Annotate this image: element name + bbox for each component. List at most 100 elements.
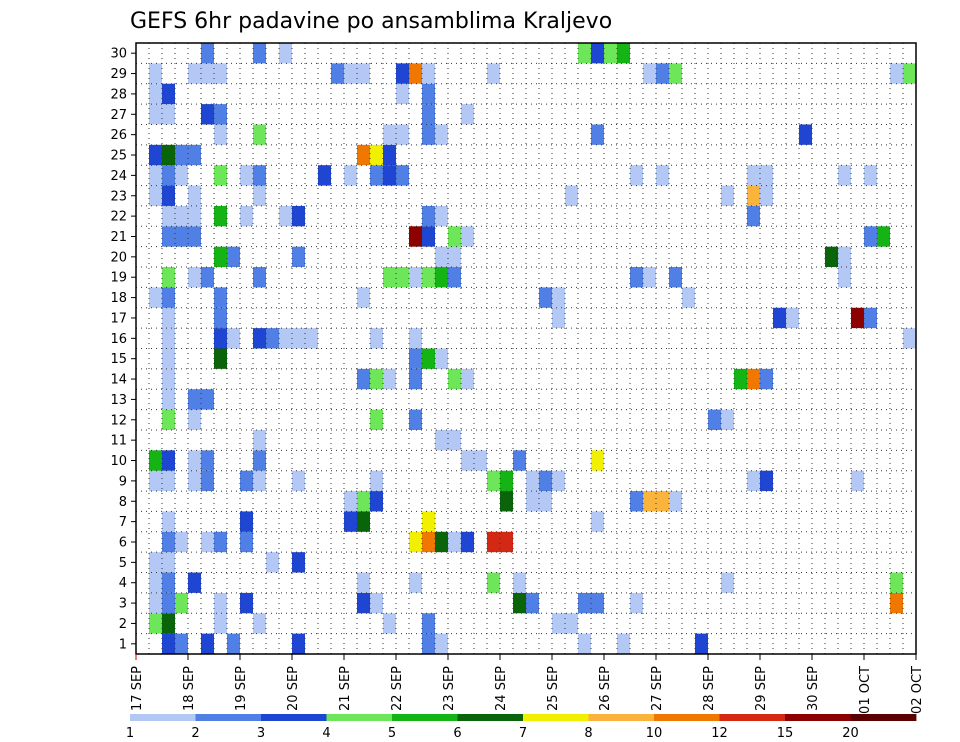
heatmap-cell	[461, 450, 474, 471]
heatmap-cell	[552, 613, 565, 634]
heatmap-cell	[617, 633, 630, 654]
heatmap-cell	[656, 165, 669, 186]
heatmap-cell	[435, 633, 448, 654]
heatmap-cell	[240, 165, 253, 186]
heatmap-cell	[565, 185, 578, 206]
x-tick-label: 18 SEP	[182, 666, 197, 711]
y-tick-label: 28	[110, 87, 127, 102]
heatmap-cell	[851, 470, 864, 492]
heatmap-cell	[539, 287, 552, 308]
heatmap-cell	[838, 267, 851, 288]
heatmap-cell	[162, 511, 175, 532]
heatmap-cell	[552, 470, 565, 492]
heatmap-cell	[253, 429, 266, 451]
y-tick-label: 29	[110, 67, 127, 82]
heatmap-cell	[214, 205, 227, 227]
heatmap-cell	[448, 226, 461, 247]
heatmap-cell	[162, 613, 175, 634]
heatmap-cell	[513, 572, 526, 593]
heatmap-cell	[591, 43, 604, 64]
heatmap-cell	[409, 63, 422, 84]
grid-lines	[136, 43, 916, 654]
heatmap-cell	[201, 450, 214, 471]
heatmap-cell	[773, 307, 786, 329]
colorbar-swatch	[850, 714, 917, 721]
heatmap-cell	[656, 491, 669, 512]
heatmap-cell	[162, 287, 175, 308]
heatmap-cell	[149, 552, 162, 573]
heatmap-cell	[240, 531, 253, 553]
heatmap-cell	[201, 63, 214, 84]
heatmap-cell	[253, 470, 266, 492]
heatmap-cell	[786, 307, 799, 329]
heatmap-cell	[396, 165, 409, 186]
heatmap-cell	[214, 348, 227, 369]
y-tick-label: 7	[119, 515, 127, 530]
y-tick-label: 20	[110, 250, 127, 265]
x-tick-label: 17 SEP	[130, 666, 145, 711]
heatmap-cell	[461, 368, 474, 390]
heatmap-cell	[409, 226, 422, 247]
heatmap-cell	[162, 531, 175, 553]
heatmap-cell	[617, 43, 630, 64]
x-tick-label: 27 SEP	[650, 666, 665, 711]
heatmap-cell	[227, 246, 240, 268]
heatmap-cell	[435, 205, 448, 227]
heatmap-cell	[721, 185, 734, 206]
heatmap-cell	[214, 531, 227, 553]
colorbar-label: 15	[777, 726, 794, 741]
colorbar: 1 2 3 4 5 6 7 8 10 12 15 20	[126, 714, 917, 741]
heatmap-cell	[747, 205, 760, 227]
colorbar-swatch	[392, 714, 458, 721]
heatmap-cell	[383, 267, 396, 288]
y-tick-label: 10	[110, 454, 127, 469]
plot-frame	[135, 42, 917, 655]
colorbar-swatch	[457, 714, 524, 721]
heatmap-cell	[149, 83, 162, 105]
heatmap-cell	[578, 592, 591, 614]
heatmap-cell	[253, 43, 266, 64]
heatmap-cell	[396, 124, 409, 145]
heatmap-cell	[643, 63, 656, 84]
heatmap-cell	[357, 491, 370, 512]
heatmap-cell	[383, 144, 396, 166]
heatmap-cell	[357, 592, 370, 614]
heatmap-cell	[396, 63, 409, 84]
colorbar-swatch	[523, 714, 589, 721]
heatmap-cell	[175, 205, 188, 227]
heatmap-cell	[877, 226, 890, 247]
heatmap-cell	[370, 491, 383, 512]
heatmap-cell	[422, 531, 435, 553]
heatmap-cell	[201, 389, 214, 410]
heatmap-cell	[370, 592, 383, 614]
heatmap-cell	[162, 226, 175, 247]
heatmap-cell	[422, 511, 435, 532]
heatmap-cell	[669, 267, 682, 288]
y-tick-label: 23	[110, 189, 127, 204]
heatmap-cell	[201, 43, 214, 64]
heatmap-cell	[838, 165, 851, 186]
heatmap-cell	[240, 470, 253, 492]
heatmap-cell	[318, 165, 331, 186]
heatmap-cell	[253, 613, 266, 634]
colorbar-swatch	[326, 714, 393, 721]
heatmap-cell	[149, 144, 162, 166]
heatmap-cell	[422, 83, 435, 105]
x-tick-label: 23 SEP	[442, 666, 457, 711]
heatmap-cell	[422, 104, 435, 125]
heatmap-cell	[695, 633, 708, 654]
x-tick-label: 01 OCT	[858, 666, 873, 714]
heatmap-cell	[214, 124, 227, 145]
heatmap-cell	[162, 205, 175, 227]
heatmap-cell	[162, 592, 175, 614]
heatmap-cell	[149, 470, 162, 492]
heatmap-cell	[422, 124, 435, 145]
heatmap-cell	[370, 328, 383, 349]
heatmap-cell	[630, 592, 643, 614]
heatmap-cell	[266, 328, 279, 349]
heatmap-cell	[591, 450, 604, 471]
heatmap-cell	[370, 165, 383, 186]
y-tick-label: 30	[110, 47, 127, 62]
heatmap-cell	[162, 328, 175, 349]
heatmap-cell	[422, 226, 435, 247]
